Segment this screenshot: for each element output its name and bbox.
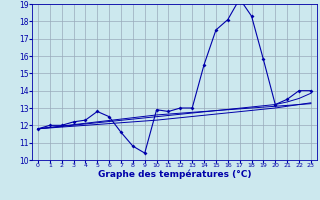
X-axis label: Graphe des températures (°C): Graphe des températures (°C) [98, 170, 251, 179]
